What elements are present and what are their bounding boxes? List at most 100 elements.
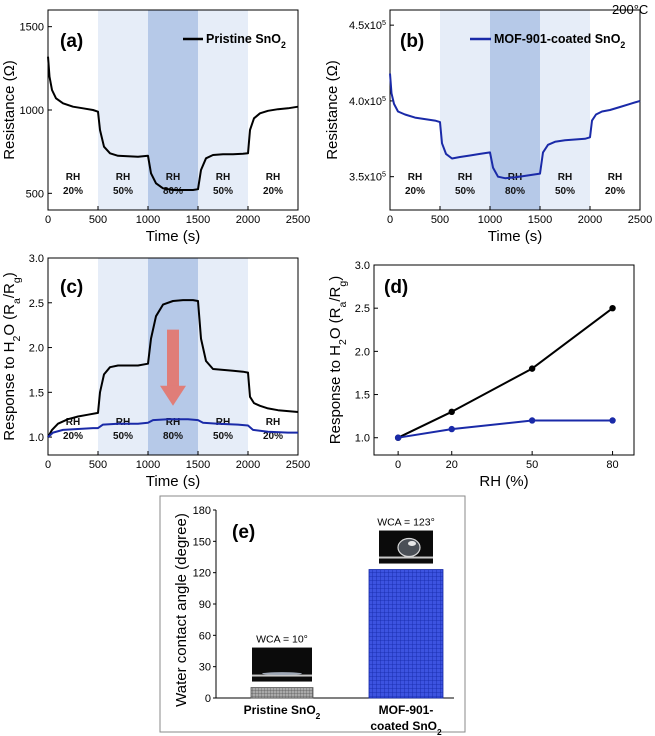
- rh-region-2: [148, 10, 198, 210]
- rh-label-top: RH: [66, 172, 80, 183]
- panel-label: (c): [60, 277, 83, 298]
- legend-label: Pristine SnO2: [206, 32, 286, 50]
- x-axis-title: Time (s): [146, 228, 200, 245]
- panel-label: (b): [400, 31, 424, 52]
- y-tick-label: 3.5x105: [349, 171, 386, 184]
- down-arrow: [167, 329, 179, 388]
- data-point: [448, 425, 455, 433]
- panel-label: (d): [384, 277, 408, 298]
- rh-label-top: RH: [216, 172, 230, 183]
- x-tick-label: 500: [89, 459, 107, 471]
- x-tick-label: 2500: [628, 214, 652, 226]
- x-tick-label: 1500: [186, 459, 210, 471]
- x-tick-label: 1000: [136, 214, 160, 226]
- x-tick-label: 1500: [528, 214, 552, 226]
- rh-label-value: 50%: [455, 186, 475, 197]
- down-arrow-head: [160, 385, 186, 406]
- droplet-highlight: [408, 541, 416, 547]
- rh-label-top: RH: [608, 172, 622, 183]
- rh-label-top: RH: [166, 417, 180, 428]
- x-tick-label: 1000: [136, 459, 160, 471]
- data-point: [609, 417, 616, 424]
- x-tick-label: 80: [606, 459, 618, 471]
- y-tick-label: 1.5: [29, 387, 44, 399]
- rh-label-value: 20%: [263, 186, 283, 197]
- y-tick-label: 1.0: [355, 433, 370, 445]
- series-line-1: [397, 419, 613, 439]
- y-tick-label: 90: [199, 599, 211, 611]
- rh-region-3: [198, 10, 248, 210]
- panel-b-resistance-mof: 0 500 1000 1500 2000 2500 3.5x105 4.0x105 4.5x10…: [324, 9, 652, 245]
- x-tick-label: 500: [431, 214, 449, 226]
- y-tick-label: 1000: [20, 105, 44, 117]
- rh-label-value: 50%: [213, 431, 233, 442]
- x-axis-title: Time (s): [146, 473, 200, 490]
- rh-label-value: 20%: [605, 186, 625, 197]
- data-point: [528, 417, 536, 424]
- x-tick-label: 1500: [186, 214, 210, 226]
- y-axis-title: Response to H2O (Ra/Rg): [1, 272, 23, 440]
- y-tick-label: 4.5x105: [349, 19, 386, 32]
- wca-label: WCA = 123°: [377, 517, 435, 529]
- x-tick-label: 500: [89, 214, 107, 226]
- y-tick-label: 2.5: [355, 303, 370, 315]
- x-tick-label: 2500: [286, 214, 310, 226]
- x-tick-label: 0: [45, 214, 51, 226]
- y-tick-label: 2.0: [355, 346, 370, 358]
- y-tick-label: 150: [193, 536, 211, 548]
- y-tick-label: 120: [193, 568, 211, 580]
- rh-label-value: 20%: [63, 186, 83, 197]
- rh-label-top: RH: [558, 172, 572, 183]
- x-tick-label: 1000: [478, 214, 502, 226]
- y-tick-label: 2.0: [29, 343, 44, 355]
- category-label: Pristine SnO2: [244, 703, 321, 721]
- y-axis-title: Resistance (Ω): [1, 60, 18, 160]
- x-tick-label: 50: [526, 459, 538, 471]
- wca-label: WCA = 10°: [256, 634, 308, 646]
- y-tick-label: 30: [199, 662, 211, 674]
- droplet-substrate: [252, 674, 312, 677]
- series-line-0: [47, 56, 299, 191]
- bar-0: [250, 687, 314, 699]
- x-tick-label: 2000: [236, 214, 260, 226]
- rh-label-top: RH: [266, 172, 280, 183]
- droplet-substrate: [379, 556, 433, 559]
- rh-label-value: 50%: [555, 186, 575, 197]
- data-point: [609, 304, 616, 312]
- panel-d-response-rh: 0 20 50 80 1.0 1.5 2.0 2.5 3.0 RH (%) Response to …: [327, 260, 635, 490]
- rh-region-1: [98, 10, 148, 210]
- y-tick-label: 0: [205, 693, 211, 705]
- y-tick-label: 4.0x105: [349, 95, 386, 108]
- panel-label: (e): [232, 522, 255, 543]
- data-point: [448, 408, 455, 416]
- panel-a-resistance-pristine: 0 500 1000 1500 2000 2500 500 1000 1500 Time (s) R…: [1, 9, 310, 245]
- panel-c-response-time: 0 500 1000 1500 2000 2500 1.0 1.5 2.0 2.5 3.0 Time …: [1, 253, 310, 490]
- rh-label-value: 80%: [163, 431, 183, 442]
- series-line-0: [397, 307, 614, 439]
- droplet-film: [262, 672, 302, 675]
- rh-label-top: RH: [166, 172, 180, 183]
- rh-label-value: 50%: [113, 186, 133, 197]
- rh-label-top: RH: [216, 417, 230, 428]
- y-axis-title: Water contact angle (degree): [173, 513, 190, 707]
- x-tick-label: 0: [45, 459, 51, 471]
- data-point: [394, 434, 402, 441]
- rh-label-value: 20%: [263, 431, 283, 442]
- rh-label-value: 20%: [405, 186, 425, 197]
- rh-label-top: RH: [408, 172, 422, 183]
- plot-frame: [373, 264, 635, 456]
- rh-label-top: RH: [116, 172, 130, 183]
- panel-e-frame: [159, 495, 466, 733]
- x-tick-label: 20: [446, 459, 458, 471]
- y-tick-label: 500: [26, 188, 44, 200]
- category-label: MOF-901-: [379, 703, 434, 717]
- legend-label: MOF-901-coated SnO2: [494, 32, 625, 50]
- series-line-0: [389, 73, 641, 180]
- x-axis-title: Time (s): [488, 228, 542, 245]
- plot-frame: [47, 257, 299, 456]
- rh-label-top: RH: [66, 417, 80, 428]
- x-tick-label: 2500: [286, 459, 310, 471]
- y-tick-label: 1500: [20, 22, 44, 34]
